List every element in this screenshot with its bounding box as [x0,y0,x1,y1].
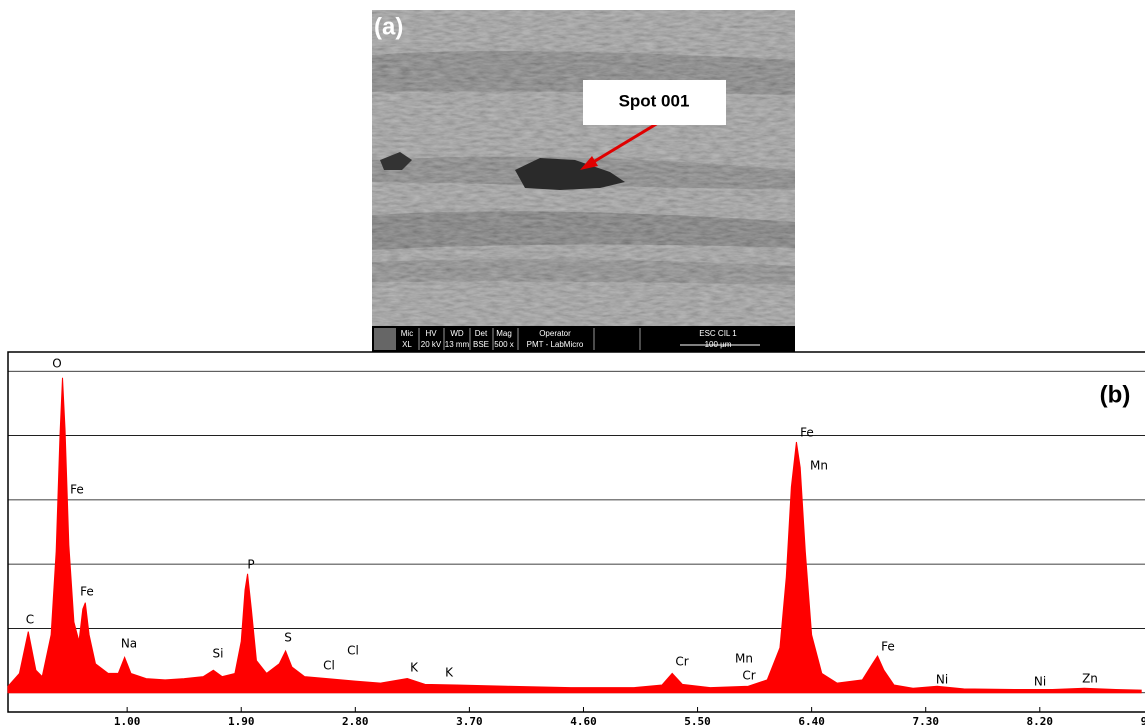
peak-label: Cr [742,669,755,683]
footer-text: 20 kV [421,340,442,349]
footer-text: HV [425,329,437,338]
footer-text: Operator [539,329,571,338]
plot-frame [7,351,1145,713]
footer-text: Mic [401,329,413,338]
peak-label: P [247,558,254,572]
peak-label: Mn [735,652,753,666]
peak-label: Fe [70,483,84,497]
peak-label: Mn [810,459,828,473]
panel-label: (b) [1100,381,1131,408]
peak-label: Si [213,647,224,661]
peak-label: C [26,613,34,627]
footer-text: XL [402,340,412,349]
peak-label: O [52,357,61,371]
peak-label: Ni [1034,675,1046,689]
x-tick-label: 5.50 [684,715,711,727]
x-tick-label: 9.10 [1141,715,1145,727]
x-tick-label: 1.90 [228,715,255,727]
sem-image: Spot 001 (a) Mic XL HV 20 kV WD 13 mm Det BSE Ma… [372,10,795,352]
callout: Spot 001 [619,91,690,110]
footer-text: PMT - LabMicro [527,340,584,349]
peak-label: Fe [881,640,895,654]
panel-label: (a) [374,13,403,40]
peak-label: Zn [1082,672,1098,686]
x-tick-label: 4.60 [570,715,597,727]
peak-label: K [445,666,454,680]
peak-label: Na [121,637,137,651]
peak-label: Ni [936,673,948,687]
x-tick-label: 7.30 [912,715,939,727]
peak-label: Fe [80,585,94,599]
peak-label: Cl [323,659,335,673]
footer-text: 13 mm [445,340,470,349]
peak-label: Cr [675,655,688,669]
footer-text: Det [475,329,488,338]
x-tick-label: 8.20 [1027,715,1054,727]
peak-label: Fe [800,426,814,440]
x-tick-label: 6.40 [798,715,825,727]
x-tick-label: 1.00 [114,715,141,727]
footer-text: 500 x [494,340,514,349]
spectrum-area [7,377,1142,694]
peak-label: S [284,631,292,645]
footer-text: WD [450,329,464,338]
peak-label: K [410,661,419,675]
x-tick-label: 3.70 [456,715,483,727]
footer-text: Mag [496,329,512,338]
footer-text: BSE [473,340,489,349]
x-tick-label: 2.80 [342,715,369,727]
footer-text: ESC CIL 1 [699,329,737,338]
sem-footer: Mic XL HV 20 kV WD 13 mm Det BSE Mag 500 x Operato… [401,328,760,350]
peak-label: Cl [347,644,359,658]
spectrum: 1.00 1.90 2.80 3.70 4.60 5.50 6.40 7.30 8.20 9.10… [7,357,1145,727]
